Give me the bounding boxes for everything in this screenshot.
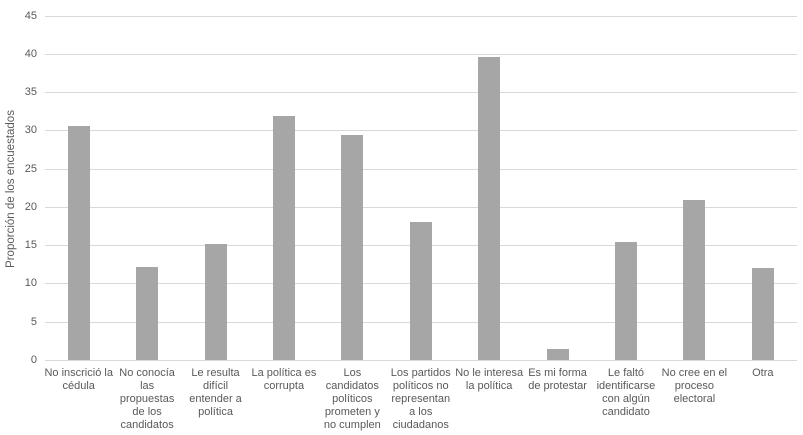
y-tick-label: 15 xyxy=(24,239,37,252)
category-label: Los partidos políticos no representan a … xyxy=(390,367,451,431)
category-label: No conocía las propuestas de los candida… xyxy=(119,367,175,431)
gridline xyxy=(44,15,797,17)
category-label: Le faltó identificarse con algún candida… xyxy=(596,367,656,418)
category-label: Le resulta difícil entender a política xyxy=(189,367,242,418)
gridline xyxy=(44,360,797,361)
bar xyxy=(751,267,774,361)
gridline xyxy=(44,130,797,132)
y-tick-label: 25 xyxy=(24,162,37,175)
bar xyxy=(409,221,432,361)
bar xyxy=(136,267,159,361)
bar xyxy=(546,349,569,361)
bar xyxy=(478,57,501,361)
y-tick-label: 10 xyxy=(24,277,37,290)
category-label: No le interesa la política xyxy=(455,367,524,392)
category-label: No inscrició la cédula xyxy=(44,367,113,392)
y-tick-label: 35 xyxy=(24,86,37,99)
category-label: Es mi forma de protestar xyxy=(528,367,587,392)
y-tick-label: 0 xyxy=(30,354,37,366)
gridline xyxy=(44,206,797,208)
category-label: Los candidatos políticos prometen y no c… xyxy=(323,367,381,431)
y-tick-label: 30 xyxy=(24,124,37,137)
bar xyxy=(204,244,227,361)
gridline xyxy=(44,92,797,94)
category-label: No cree en el proceso electoral xyxy=(661,367,728,405)
category-label: Otra xyxy=(752,367,774,379)
bar xyxy=(341,135,364,361)
y-tick-label: 40 xyxy=(24,47,37,60)
y-tick-label: 45 xyxy=(24,9,37,22)
y-tick-label: 20 xyxy=(24,200,37,213)
y-tick-label: 5 xyxy=(30,315,37,328)
gridline xyxy=(44,53,797,55)
bar xyxy=(614,241,637,361)
gridline xyxy=(44,168,797,170)
category-label: La política es corrupta xyxy=(251,367,317,392)
bar xyxy=(683,199,706,361)
bar xyxy=(272,115,295,361)
bar xyxy=(67,126,90,361)
